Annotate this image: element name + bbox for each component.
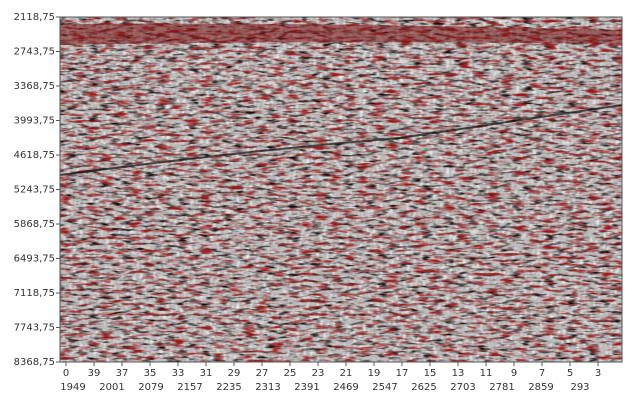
- x-tick-label: 15: [424, 368, 437, 379]
- x-tick-label: 2235: [216, 382, 241, 393]
- y-tick-label: 3368,75: [14, 81, 55, 92]
- x-tick-label: 2157: [177, 382, 202, 393]
- y-tick-label: 4618,75: [14, 150, 55, 161]
- x-tick-label: 7: [539, 368, 545, 379]
- y-tick-label: 7743,75: [14, 323, 55, 334]
- x-tick-label: 2781: [489, 382, 514, 393]
- x-tick-label: 2859: [528, 382, 553, 393]
- x-tick-label: 2469: [333, 382, 358, 393]
- x-tick-label: 35: [144, 368, 157, 379]
- x-tick-label: 33: [172, 368, 185, 379]
- x-tick-label: 39: [88, 368, 101, 379]
- x-tick-label: 2547: [372, 382, 397, 393]
- axes: 2118,75 2743,75 3368,75 3993,75 4618,75 5243,…: [14, 12, 602, 393]
- x-tick-label: 2703: [450, 382, 475, 393]
- y-tick-label: 3993,75: [14, 116, 55, 127]
- x-tick-label: 2625: [411, 382, 436, 393]
- y-tick-label: 7118,75: [14, 288, 55, 299]
- x-tick-label: 21: [340, 368, 353, 379]
- y-tick-label: 6493,75: [14, 254, 55, 265]
- x-tick-label: 2313: [255, 382, 280, 393]
- x-tick-label: 9: [511, 368, 517, 379]
- x-tick-label: 29: [228, 368, 241, 379]
- x-tick-label: 0: [63, 368, 69, 379]
- x-tick-label: 37: [116, 368, 129, 379]
- y-tick-label: 2118,75: [14, 12, 55, 23]
- y-tick-label: 8368,75: [14, 357, 55, 368]
- x-tick-label: 27: [256, 368, 269, 379]
- x-tick-label: 1949: [60, 382, 85, 393]
- x-tick-label: 13: [452, 368, 465, 379]
- y-tick-label: 2743,75: [14, 47, 55, 58]
- y-tick-label: 5243,75: [14, 185, 55, 196]
- seismic-section: [60, 17, 622, 362]
- x-tick-label: 293: [570, 382, 589, 393]
- x-tick-label: 25: [284, 368, 297, 379]
- x-tick-label: 2001: [99, 382, 124, 393]
- x-tick-label: 5: [567, 368, 573, 379]
- x-tick-label: 23: [312, 368, 325, 379]
- x-tick-label: 11: [480, 368, 493, 379]
- y-tick-label: 5868,75: [14, 219, 55, 230]
- x-tick-label: 2391: [294, 382, 319, 393]
- x-tick-label: 31: [200, 368, 213, 379]
- x-tick-label: 2079: [138, 382, 163, 393]
- x-tick-label: 17: [396, 368, 409, 379]
- x-tick-label: 3: [595, 368, 601, 379]
- x-tick-label: 19: [368, 368, 381, 379]
